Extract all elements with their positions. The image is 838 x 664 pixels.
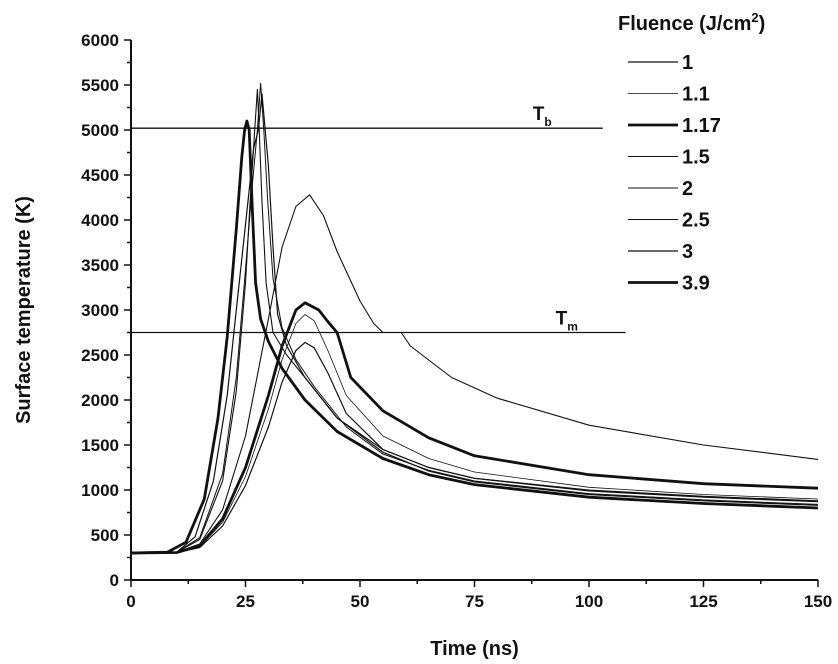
y-axis-title: Surface temperature (K) xyxy=(13,196,35,424)
x-tick-label: 150 xyxy=(804,592,832,611)
series-line-3 xyxy=(130,93,819,554)
x-axis-title: Time (ns) xyxy=(430,638,519,660)
reference-label-subscript: b xyxy=(544,115,551,129)
y-tick-label: 4500 xyxy=(81,166,119,185)
legend-title-close: ) xyxy=(759,13,766,35)
y-tick-label: 6000 xyxy=(81,31,119,50)
reference-label-b: Tb xyxy=(533,104,552,129)
series-lines xyxy=(130,82,819,555)
reference-lines: Tb Tm xyxy=(131,104,626,334)
legend-label: 2 xyxy=(682,178,693,200)
y-tick-label: 5500 xyxy=(81,76,119,95)
legend-label: 3 xyxy=(682,241,693,263)
x-tick-label: 0 xyxy=(126,592,135,611)
x-tick-label: 125 xyxy=(689,592,717,611)
legend-title: Fluence (J/cm2) xyxy=(618,10,765,35)
legend-label: 1.1 xyxy=(682,84,710,106)
x-tick-label: 100 xyxy=(575,592,603,611)
legend: Fluence (J/cm2) 1 1.1 1.17 1.5 2 2.5 3 3.9 xyxy=(618,10,765,295)
legend-label: 2.5 xyxy=(682,210,710,232)
series-line-1_1 xyxy=(130,314,819,554)
series-line-1_5 xyxy=(130,194,819,554)
series-line-2 xyxy=(130,88,819,554)
y-tick-label: 2500 xyxy=(81,346,119,365)
y-tick-label: 3500 xyxy=(81,256,119,275)
legend-label: 1 xyxy=(682,52,693,74)
legend-label: 3.9 xyxy=(682,273,710,295)
y-tick-label: 0 xyxy=(110,571,119,590)
y-tick-label: 4000 xyxy=(81,211,119,230)
x-tick-label: 50 xyxy=(351,592,370,611)
legend-label: 1.5 xyxy=(682,147,710,169)
y-tick-label: 1000 xyxy=(81,481,119,500)
y-tick-label: 2000 xyxy=(81,391,119,410)
series-line-2_5 xyxy=(130,82,819,554)
series-line-1_17 xyxy=(130,301,819,555)
y-tick-label: 5000 xyxy=(81,121,119,140)
x-tick-label: 25 xyxy=(236,592,255,611)
y-tick-label: 1500 xyxy=(81,436,119,455)
y-tick-label: 3000 xyxy=(81,301,119,320)
reference-label-m: Tm xyxy=(556,309,578,334)
legend-title-superscript: 2 xyxy=(751,10,758,25)
x-tick-label: 75 xyxy=(465,592,484,611)
axes: 0 25 50 75 100 125 150050010001500200025003000… xyxy=(13,31,832,660)
reference-label-subscript: m xyxy=(567,320,578,334)
series-line-3_9 xyxy=(130,119,819,555)
legend-label: 1.17 xyxy=(682,115,721,137)
y-tick-label: 500 xyxy=(91,526,119,545)
series-line-1 xyxy=(130,341,819,554)
